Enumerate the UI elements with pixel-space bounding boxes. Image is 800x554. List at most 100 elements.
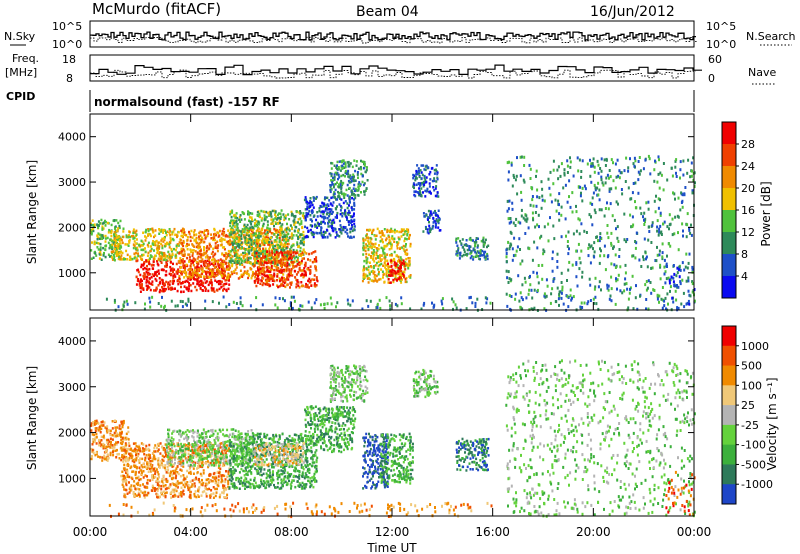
data-cell: [262, 235, 265, 238]
data-cell: [281, 256, 284, 259]
data-cell: [122, 258, 125, 261]
data-cell: [619, 289, 622, 293]
data-cell: [552, 279, 555, 283]
data-cell: [283, 233, 286, 236]
data-cell: [236, 226, 239, 230]
data-cell: [347, 163, 350, 166]
data-cell: [183, 253, 186, 256]
data-cell: [250, 232, 253, 236]
data-cell: [181, 250, 183, 253]
data-cell: [456, 244, 459, 247]
data-cell: [263, 214, 266, 217]
data-cell: [610, 287, 613, 291]
data-cell: [99, 253, 102, 256]
data-cell: [264, 216, 267, 219]
data-cell: [158, 272, 160, 275]
data-cell: [338, 235, 341, 238]
data-cell: [109, 437, 112, 440]
data-cell: [398, 230, 401, 234]
data-cell: [222, 232, 225, 235]
data-cell: [105, 429, 108, 433]
data-cell: [459, 251, 462, 255]
data-cell: [160, 251, 163, 255]
data-cell: [437, 226, 440, 229]
data-cell: [677, 248, 680, 252]
data-cell: [353, 225, 356, 228]
data-cell: [268, 243, 271, 247]
data-cell: [302, 284, 304, 288]
data-cell: [122, 230, 125, 233]
data-cell: [237, 256, 240, 259]
data-cell: [170, 299, 173, 303]
data-cell: [651, 221, 654, 225]
data-region: [90, 419, 130, 463]
data-cell: [669, 289, 671, 293]
data-cell: [213, 238, 216, 242]
data-cell: [391, 268, 394, 271]
data-cell: [252, 254, 255, 258]
data-cell: [409, 233, 411, 237]
data-cell: [100, 435, 103, 438]
data-cell: [303, 267, 306, 270]
data-cell: [213, 275, 216, 279]
data-cell: [560, 291, 563, 295]
data-cell: [590, 164, 593, 168]
data-cell: [400, 228, 403, 231]
data-cell: [120, 254, 123, 257]
data-cell: [286, 226, 289, 230]
data-cell: [233, 234, 236, 237]
data-cell: [201, 253, 204, 257]
data-cell: [274, 262, 277, 265]
data-cell: [121, 440, 124, 444]
data-cell: [227, 242, 230, 245]
data-cell: [511, 207, 514, 211]
data-cell: [383, 228, 386, 231]
data-cell: [559, 174, 562, 178]
data-cell: [666, 225, 669, 229]
data-cell: [227, 273, 230, 276]
data-cell: [97, 232, 100, 235]
data-cell: [408, 259, 411, 263]
data-cell: [429, 178, 432, 181]
data-cell: [541, 277, 544, 281]
data-cell: [388, 238, 391, 242]
data-cell: [119, 431, 122, 435]
data-cell: [647, 200, 650, 204]
data-cell: [656, 297, 659, 301]
data-cell: [229, 239, 231, 242]
data-cell: [218, 229, 221, 233]
data-cell: [341, 215, 344, 218]
data-cell: [218, 301, 220, 305]
data-cell: [274, 296, 277, 300]
data-cell: [408, 257, 411, 260]
data-cell: [409, 276, 412, 279]
data-cell: [207, 229, 210, 233]
data-cell: [278, 270, 281, 273]
data-cell: [265, 228, 268, 231]
data-cell: [529, 283, 532, 287]
data-cell: [535, 204, 538, 208]
data-cell: [219, 272, 222, 275]
data-cell: [249, 304, 252, 308]
data-cell: [132, 228, 135, 231]
data-cell: [141, 253, 144, 257]
data-cell: [229, 221, 232, 225]
data-cell: [329, 296, 332, 300]
data-cell: [120, 422, 123, 425]
data-cell: [545, 278, 548, 282]
data-cell: [433, 189, 436, 192]
data-cell: [210, 286, 213, 290]
data-cell: [256, 237, 259, 241]
data-cell: [226, 268, 228, 271]
data-cell: [689, 175, 692, 179]
data-cell: [388, 281, 391, 284]
data-cell: [558, 290, 561, 294]
data-cell: [297, 307, 300, 311]
data-cell: [208, 270, 211, 274]
data-cell: [340, 185, 343, 189]
data-cell: [291, 227, 293, 231]
data-cell: [666, 292, 669, 296]
data-cell: [210, 252, 213, 255]
data-cell: [516, 245, 519, 249]
data-cell: [283, 263, 286, 267]
